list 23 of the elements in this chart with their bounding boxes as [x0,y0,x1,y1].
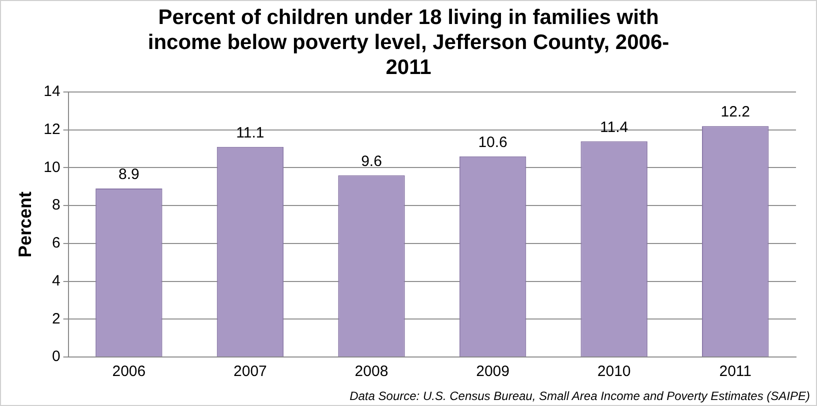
data-label: 11.4 [600,118,628,136]
y-tick-label: 2 [52,310,60,328]
data-label: 11.1 [236,124,264,142]
data-label: 12.2 [720,104,750,121]
x-tick-label: 2008 [354,363,388,380]
chart-title: Percent of children under 18 living in families with income below poverty level, Jefferson County, 2006-2011 [146,5,670,80]
y-tick-label: 8 [52,196,60,214]
data-label: 8.9 [118,166,140,184]
source-note: Data Source: U.S. Census Bureau, Small Area Income and Poverty Estimates (SAIPE) [350,389,810,403]
x-tick-label: 2011 [719,363,752,380]
x-tick-label: 2010 [597,363,631,380]
x-tick-label: 2009 [476,363,510,380]
y-tick-label: 10 [44,158,60,176]
y-axis-title: Percent [14,191,35,258]
y-tick-label: 6 [52,234,60,252]
data-label: 10.6 [478,134,508,151]
y-tick-label: 14 [44,83,60,100]
x-tick-label: 2007 [234,363,267,380]
x-tick-label: 2006 [112,363,146,380]
y-tick-label: 0 [52,348,60,366]
y-tick-label: 4 [52,272,60,290]
data-label: 9.6 [361,152,382,170]
y-tick-label: 12 [44,121,60,138]
